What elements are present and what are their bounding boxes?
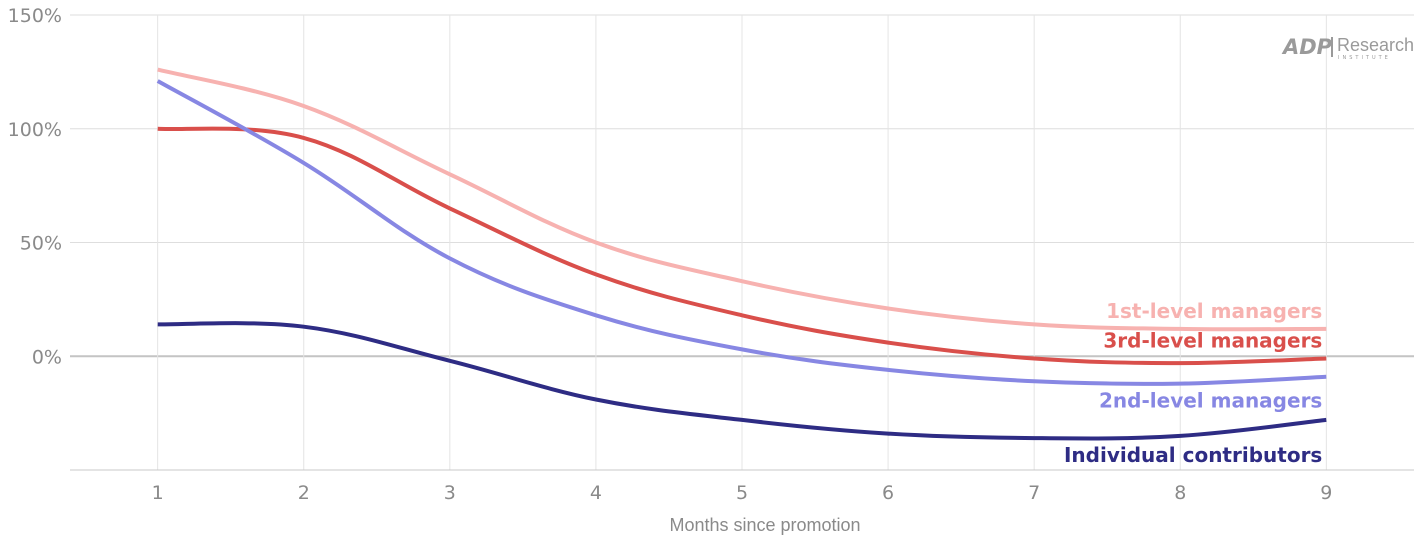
series-line-1 xyxy=(157,126,1327,366)
y-tick-label: 100% xyxy=(8,119,62,141)
logo-brand: ADP xyxy=(1281,35,1333,59)
series-label: 1st-level managers xyxy=(1106,299,1322,323)
x-tick-label: 3 xyxy=(444,482,456,504)
x-tick-label: 9 xyxy=(1320,482,1332,504)
series-line-2 xyxy=(156,79,1327,386)
x-tick-label: 4 xyxy=(590,482,602,504)
series-label: 2nd-level managers xyxy=(1099,389,1322,413)
x-tick-label: 5 xyxy=(736,482,748,504)
x-tick-label: 7 xyxy=(1028,482,1040,504)
series-labels: 1st-level managers 3rd-level managers 2nd-… xyxy=(1064,299,1322,467)
y-tick-label: 150% xyxy=(8,5,62,27)
x-axis-title: Months since promotion xyxy=(669,515,860,535)
series-line-3 xyxy=(157,321,1327,441)
series-lines xyxy=(156,67,1327,441)
y-tick-label: 50% xyxy=(20,233,62,255)
series-label: 3rd-level managers xyxy=(1103,329,1322,353)
axes: 0% 50% 100% 150% 1 2 3 4 5 6 7 8 9 xyxy=(8,5,1414,504)
x-tick-label: 2 xyxy=(298,482,310,504)
x-tick-label: 6 xyxy=(882,482,894,504)
adp-research-logo: ADP Research INSTITUTE xyxy=(1281,35,1414,61)
logo-subtitle: INSTITUTE xyxy=(1338,55,1391,61)
x-tick-label: 8 xyxy=(1174,482,1186,504)
series-line-0 xyxy=(157,67,1327,332)
logo-divider xyxy=(1331,37,1333,57)
y-tick-label: 0% xyxy=(32,346,62,368)
series-label: Individual contributors xyxy=(1064,443,1322,467)
logo-name: Research xyxy=(1337,35,1414,55)
x-tick-label: 1 xyxy=(152,482,164,504)
grid xyxy=(70,14,1414,470)
